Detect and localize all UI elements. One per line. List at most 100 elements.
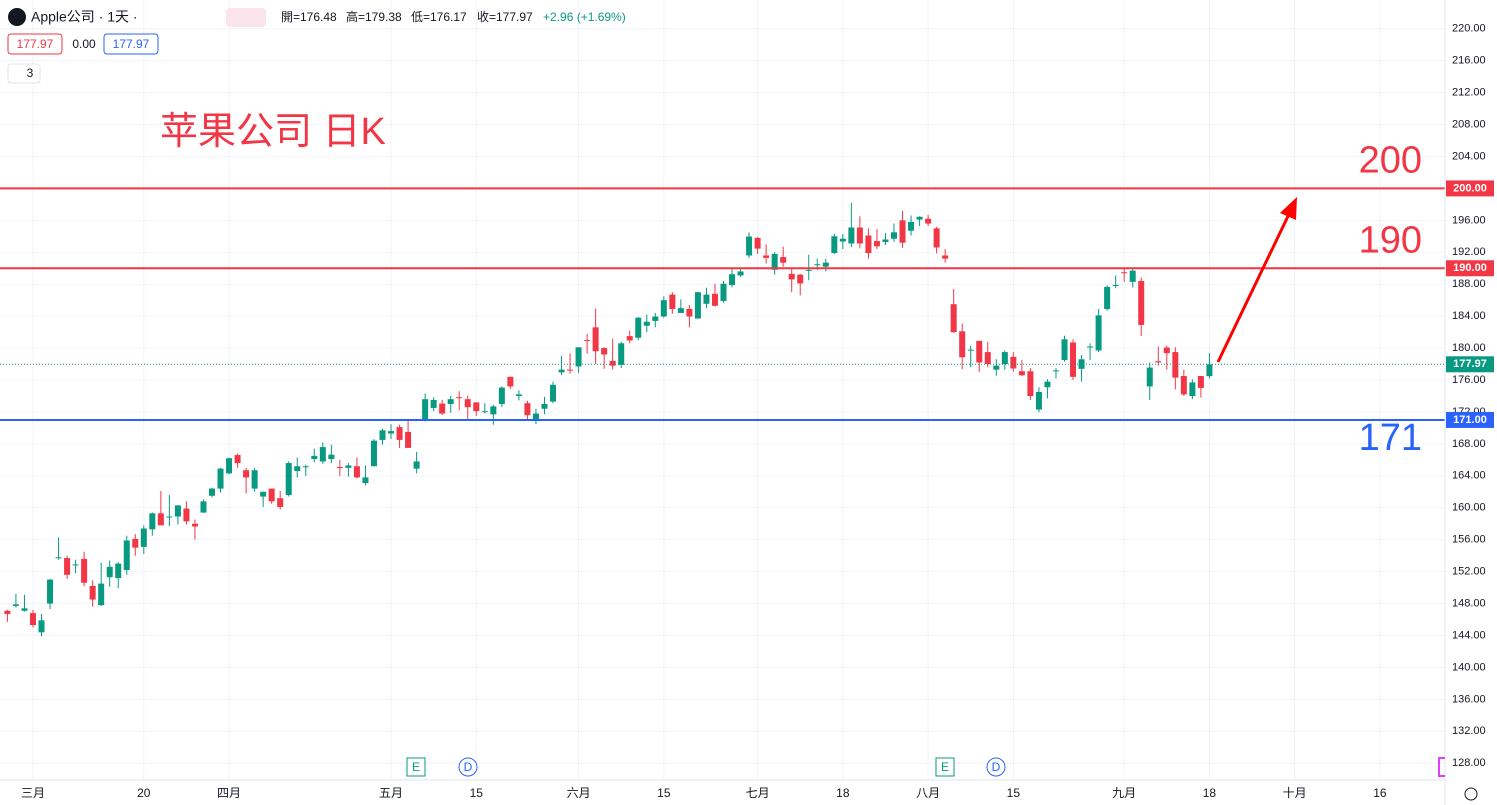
candle-body [413, 461, 420, 469]
event-dividend[interactable] [986, 757, 1006, 777]
candle-body [891, 232, 897, 239]
y-tick-label: 136.00 [1452, 693, 1486, 705]
candle-body [1010, 356, 1017, 369]
candle-body [302, 466, 309, 468]
arrow-head [1280, 197, 1297, 220]
candle-body [524, 403, 531, 416]
last-price-box [1446, 356, 1494, 373]
indicator-toggle[interactable] [7, 63, 41, 84]
candle-body [899, 220, 906, 243]
candle-body [780, 257, 787, 263]
candle-body [643, 321, 650, 326]
candle-body [328, 454, 335, 460]
candle-body [660, 300, 667, 317]
candle-body [711, 293, 718, 306]
candle-body [618, 343, 625, 365]
x-tick-label: 15 [1007, 786, 1021, 800]
candle-body [686, 308, 693, 317]
candle-body [541, 403, 548, 409]
event-earnings[interactable] [406, 757, 426, 777]
x-tick-label: 三月 [21, 786, 45, 800]
candle-body [72, 564, 79, 566]
candle-body [1027, 371, 1034, 396]
x-tick-label: 十月 [1283, 786, 1307, 800]
candle-body [490, 406, 497, 415]
candle-body [353, 466, 360, 478]
y-tick-label: 152.00 [1452, 566, 1486, 578]
candle-body [268, 488, 275, 502]
quote-close: 收=177.97 [477, 10, 533, 24]
candle-body [677, 308, 684, 313]
candle-body [157, 513, 164, 526]
candle-body [174, 505, 181, 517]
y-tick-label: 208.00 [1452, 118, 1486, 130]
candle-body [993, 365, 1000, 370]
event-label: D [992, 760, 1001, 774]
candle-body [12, 604, 19, 606]
candle-body [200, 501, 207, 513]
level-label: 190.00 [1453, 262, 1487, 274]
quote-low: 低=176.17 [411, 10, 467, 24]
x-tick-label: 20 [137, 786, 151, 800]
candle-body [831, 236, 838, 254]
y-tick-label: 212.00 [1452, 87, 1486, 99]
candle-body [396, 427, 403, 440]
candle-body [64, 558, 71, 575]
candle-body [729, 274, 736, 286]
candle-body [456, 397, 463, 399]
y-tick-label: 176.00 [1452, 374, 1486, 386]
candle-body [771, 253, 778, 270]
candle-body [865, 235, 872, 254]
candle-body [447, 399, 454, 404]
box-bid[interactable] [7, 33, 63, 55]
event-earnings[interactable] [935, 757, 955, 777]
candle-body [1070, 342, 1077, 377]
x-tick-label: 五月 [379, 786, 403, 800]
y-tick-label: 156.00 [1452, 534, 1486, 546]
y-tick-label: 132.00 [1452, 725, 1486, 737]
x-tick-label: 15 [470, 786, 484, 800]
candle-body [191, 523, 198, 527]
candle-body [226, 458, 233, 474]
candle-body [822, 262, 829, 267]
candle-body [592, 327, 599, 352]
candle-body [1163, 347, 1170, 354]
candle-body [1104, 287, 1111, 309]
event-dividend[interactable] [458, 757, 478, 777]
candle-body [29, 613, 36, 626]
candle-body [925, 218, 932, 224]
candle-body [319, 447, 326, 462]
candle-body [950, 304, 957, 333]
box-ask[interactable] [103, 33, 159, 55]
candle-body [243, 470, 250, 478]
candle-body [336, 467, 343, 469]
candle-body [788, 273, 795, 280]
indicator-count: 3 [27, 66, 34, 80]
candle-body [405, 431, 412, 448]
level-label: 200.00 [1453, 182, 1487, 194]
candle-body [575, 347, 582, 367]
candle-body [1061, 339, 1068, 361]
candle-body [916, 216, 923, 220]
candle-body [362, 477, 369, 484]
x-tick-label: 七月 [746, 786, 770, 800]
candle-body [1180, 376, 1187, 395]
candle-body [55, 557, 62, 559]
x-tick-label: 八月 [916, 786, 940, 800]
last-price-label: 177.97 [1453, 358, 1487, 370]
candle-body [856, 227, 863, 244]
candle-body [814, 264, 821, 266]
settings-icon[interactable] [1464, 787, 1478, 801]
candle-body [515, 394, 522, 396]
candle-body [746, 236, 753, 256]
candle-body [694, 292, 701, 319]
quote-change: +2.96 (+1.69%) [543, 10, 626, 24]
level-box [1446, 260, 1494, 277]
x-tick-label: 15 [657, 786, 671, 800]
candle-body [720, 283, 727, 301]
level-annotation: 190 [1359, 219, 1422, 261]
y-tick-label: 204.00 [1452, 150, 1486, 162]
candle-body [848, 227, 855, 244]
candle-body [1035, 391, 1042, 410]
candle-body [1206, 364, 1213, 377]
